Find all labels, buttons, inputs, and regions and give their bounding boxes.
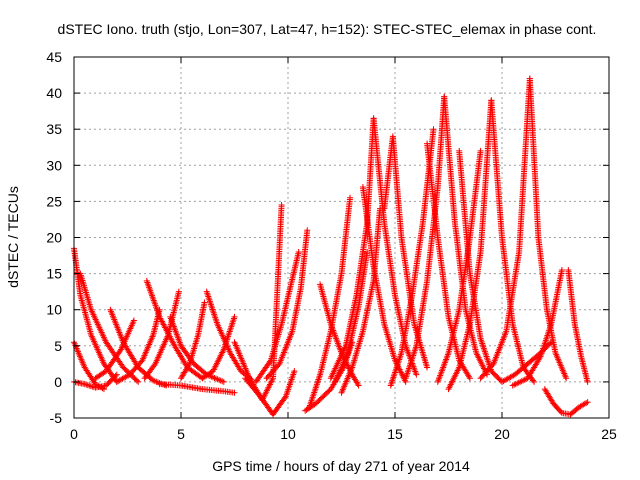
chart-title: dSTEC Iono. truth (stjo, Lon=307, Lat=47… — [58, 21, 597, 37]
data-point — [584, 378, 591, 385]
data-point — [135, 378, 142, 385]
data-series-14 — [156, 381, 238, 396]
data-series-39 — [541, 386, 591, 418]
data-point — [130, 317, 137, 324]
data-point — [266, 358, 273, 365]
data-series-16 — [242, 368, 298, 418]
y-axis-label: dSTEC / TECUs — [5, 186, 21, 288]
x-axis-label: GPS time / hours of day 271 of year 2014 — [212, 458, 470, 474]
y-tick-label: 5 — [54, 338, 62, 354]
data-point — [231, 313, 238, 320]
data-point — [548, 339, 555, 346]
data-series-18 — [263, 227, 311, 382]
data-series-20 — [306, 194, 354, 411]
data-point — [515, 379, 522, 386]
data-series-36 — [477, 75, 533, 382]
data-point — [547, 340, 554, 347]
data-point — [466, 375, 473, 382]
data-point — [117, 347, 124, 354]
data-series-29 — [402, 93, 448, 382]
data-point — [430, 126, 437, 133]
data-point — [151, 362, 158, 369]
data-series-28 — [387, 126, 437, 389]
data-point — [83, 381, 90, 388]
y-tick-label: 40 — [46, 85, 62, 101]
data-point — [304, 227, 311, 234]
data-series-23 — [332, 248, 371, 385]
data-series-11 — [178, 299, 208, 382]
data-series-40 — [565, 266, 591, 385]
x-tick-label: 5 — [177, 426, 185, 442]
data-point — [557, 408, 564, 415]
data-series-41 — [509, 266, 565, 389]
data-point — [512, 381, 519, 388]
x-tick-label: 20 — [494, 426, 510, 442]
data-point — [112, 372, 119, 379]
data-series-32 — [434, 147, 484, 385]
data-point — [477, 147, 484, 154]
data-point — [133, 377, 140, 384]
y-tick-label: 25 — [46, 193, 62, 209]
data-series-24 — [338, 205, 384, 396]
data-point — [520, 377, 527, 384]
data-series-4 — [77, 270, 142, 385]
data-point — [347, 194, 354, 201]
data-point — [295, 248, 302, 255]
data-point — [201, 299, 208, 306]
data-point — [517, 378, 524, 385]
data-point — [175, 288, 182, 295]
data-point — [514, 380, 521, 387]
data-series-13 — [199, 313, 238, 382]
data-point — [281, 394, 288, 401]
data-point — [278, 202, 285, 209]
data-point — [584, 399, 591, 406]
data-point — [355, 382, 362, 389]
data-point — [84, 382, 91, 389]
x-tick-label: 0 — [70, 426, 78, 442]
data-series-35 — [488, 97, 538, 385]
data-series-17 — [252, 248, 302, 385]
data-point — [413, 371, 420, 378]
data-series-30 — [424, 140, 473, 382]
y-tick-label: 45 — [46, 49, 62, 65]
x-tick-label: 15 — [387, 426, 403, 442]
data-series-37 — [526, 75, 570, 382]
data-point — [81, 381, 88, 388]
data-point — [531, 378, 538, 385]
data-series-26 — [370, 115, 420, 378]
data-point — [86, 382, 93, 389]
data-point — [113, 371, 120, 378]
data-point — [231, 389, 238, 396]
y-tick-label: -5 — [50, 410, 63, 426]
data-point — [518, 378, 525, 385]
ticks: 0 5 10 15 20 25 -5 0 5 10 15 20 25 30 35 40 45 — [46, 49, 617, 442]
y-tick-label: 10 — [46, 302, 62, 318]
data-point — [530, 377, 537, 384]
data-series-2 — [71, 339, 107, 393]
y-tick-label: 15 — [46, 266, 62, 282]
data-series-27 — [381, 133, 431, 371]
data-point — [583, 399, 590, 406]
y-tick-label: 35 — [46, 121, 62, 137]
data-point — [220, 378, 227, 385]
data-point — [291, 368, 298, 375]
x-tick-label: 25 — [601, 426, 617, 442]
data-series — [71, 75, 591, 418]
y-tick-label: 20 — [46, 230, 62, 246]
y-tick-label: 30 — [46, 157, 62, 173]
data-point — [521, 376, 528, 383]
data-point — [424, 364, 431, 371]
data-series-15 — [231, 202, 285, 403]
data-point — [185, 362, 192, 369]
data-point — [509, 382, 516, 389]
data-point — [563, 375, 570, 382]
y-tick-label: 0 — [54, 374, 62, 390]
data-series-3 — [71, 371, 120, 391]
data-point — [511, 381, 518, 388]
x-tick-label: 10 — [280, 426, 296, 442]
data-series-25 — [359, 183, 409, 385]
data-point — [558, 266, 565, 273]
